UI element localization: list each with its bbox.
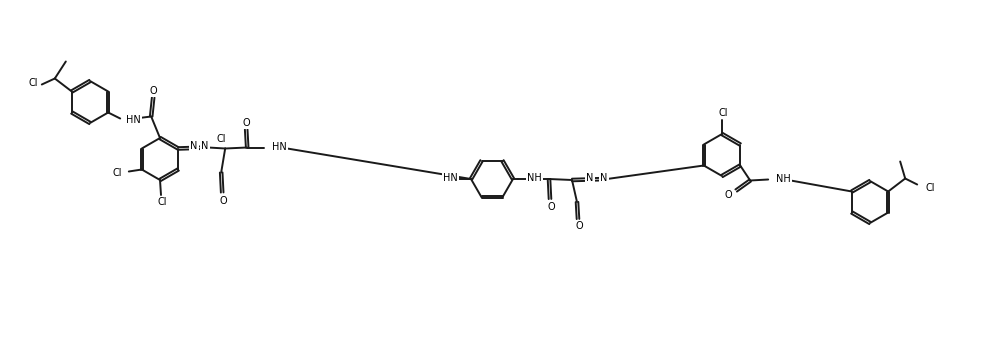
- Text: O: O: [576, 221, 583, 231]
- Text: Cl: Cl: [718, 108, 728, 118]
- Text: O: O: [547, 202, 555, 212]
- Text: N: N: [586, 172, 593, 182]
- Text: N: N: [600, 172, 608, 182]
- Text: NH: NH: [527, 173, 542, 183]
- Text: HN: HN: [273, 141, 287, 151]
- Text: N: N: [202, 141, 209, 151]
- Text: O: O: [150, 85, 157, 96]
- Text: O: O: [219, 196, 227, 206]
- Text: Cl: Cl: [216, 134, 226, 144]
- Text: Cl: Cl: [29, 77, 37, 87]
- Text: O: O: [242, 117, 250, 127]
- Text: Cl: Cl: [157, 197, 166, 207]
- Text: HN: HN: [126, 115, 141, 125]
- Text: O: O: [724, 190, 732, 200]
- Text: Cl: Cl: [925, 182, 935, 192]
- Text: Cl: Cl: [112, 167, 122, 177]
- Text: NH: NH: [776, 175, 791, 185]
- Text: N: N: [191, 141, 198, 151]
- Text: HN: HN: [443, 173, 458, 183]
